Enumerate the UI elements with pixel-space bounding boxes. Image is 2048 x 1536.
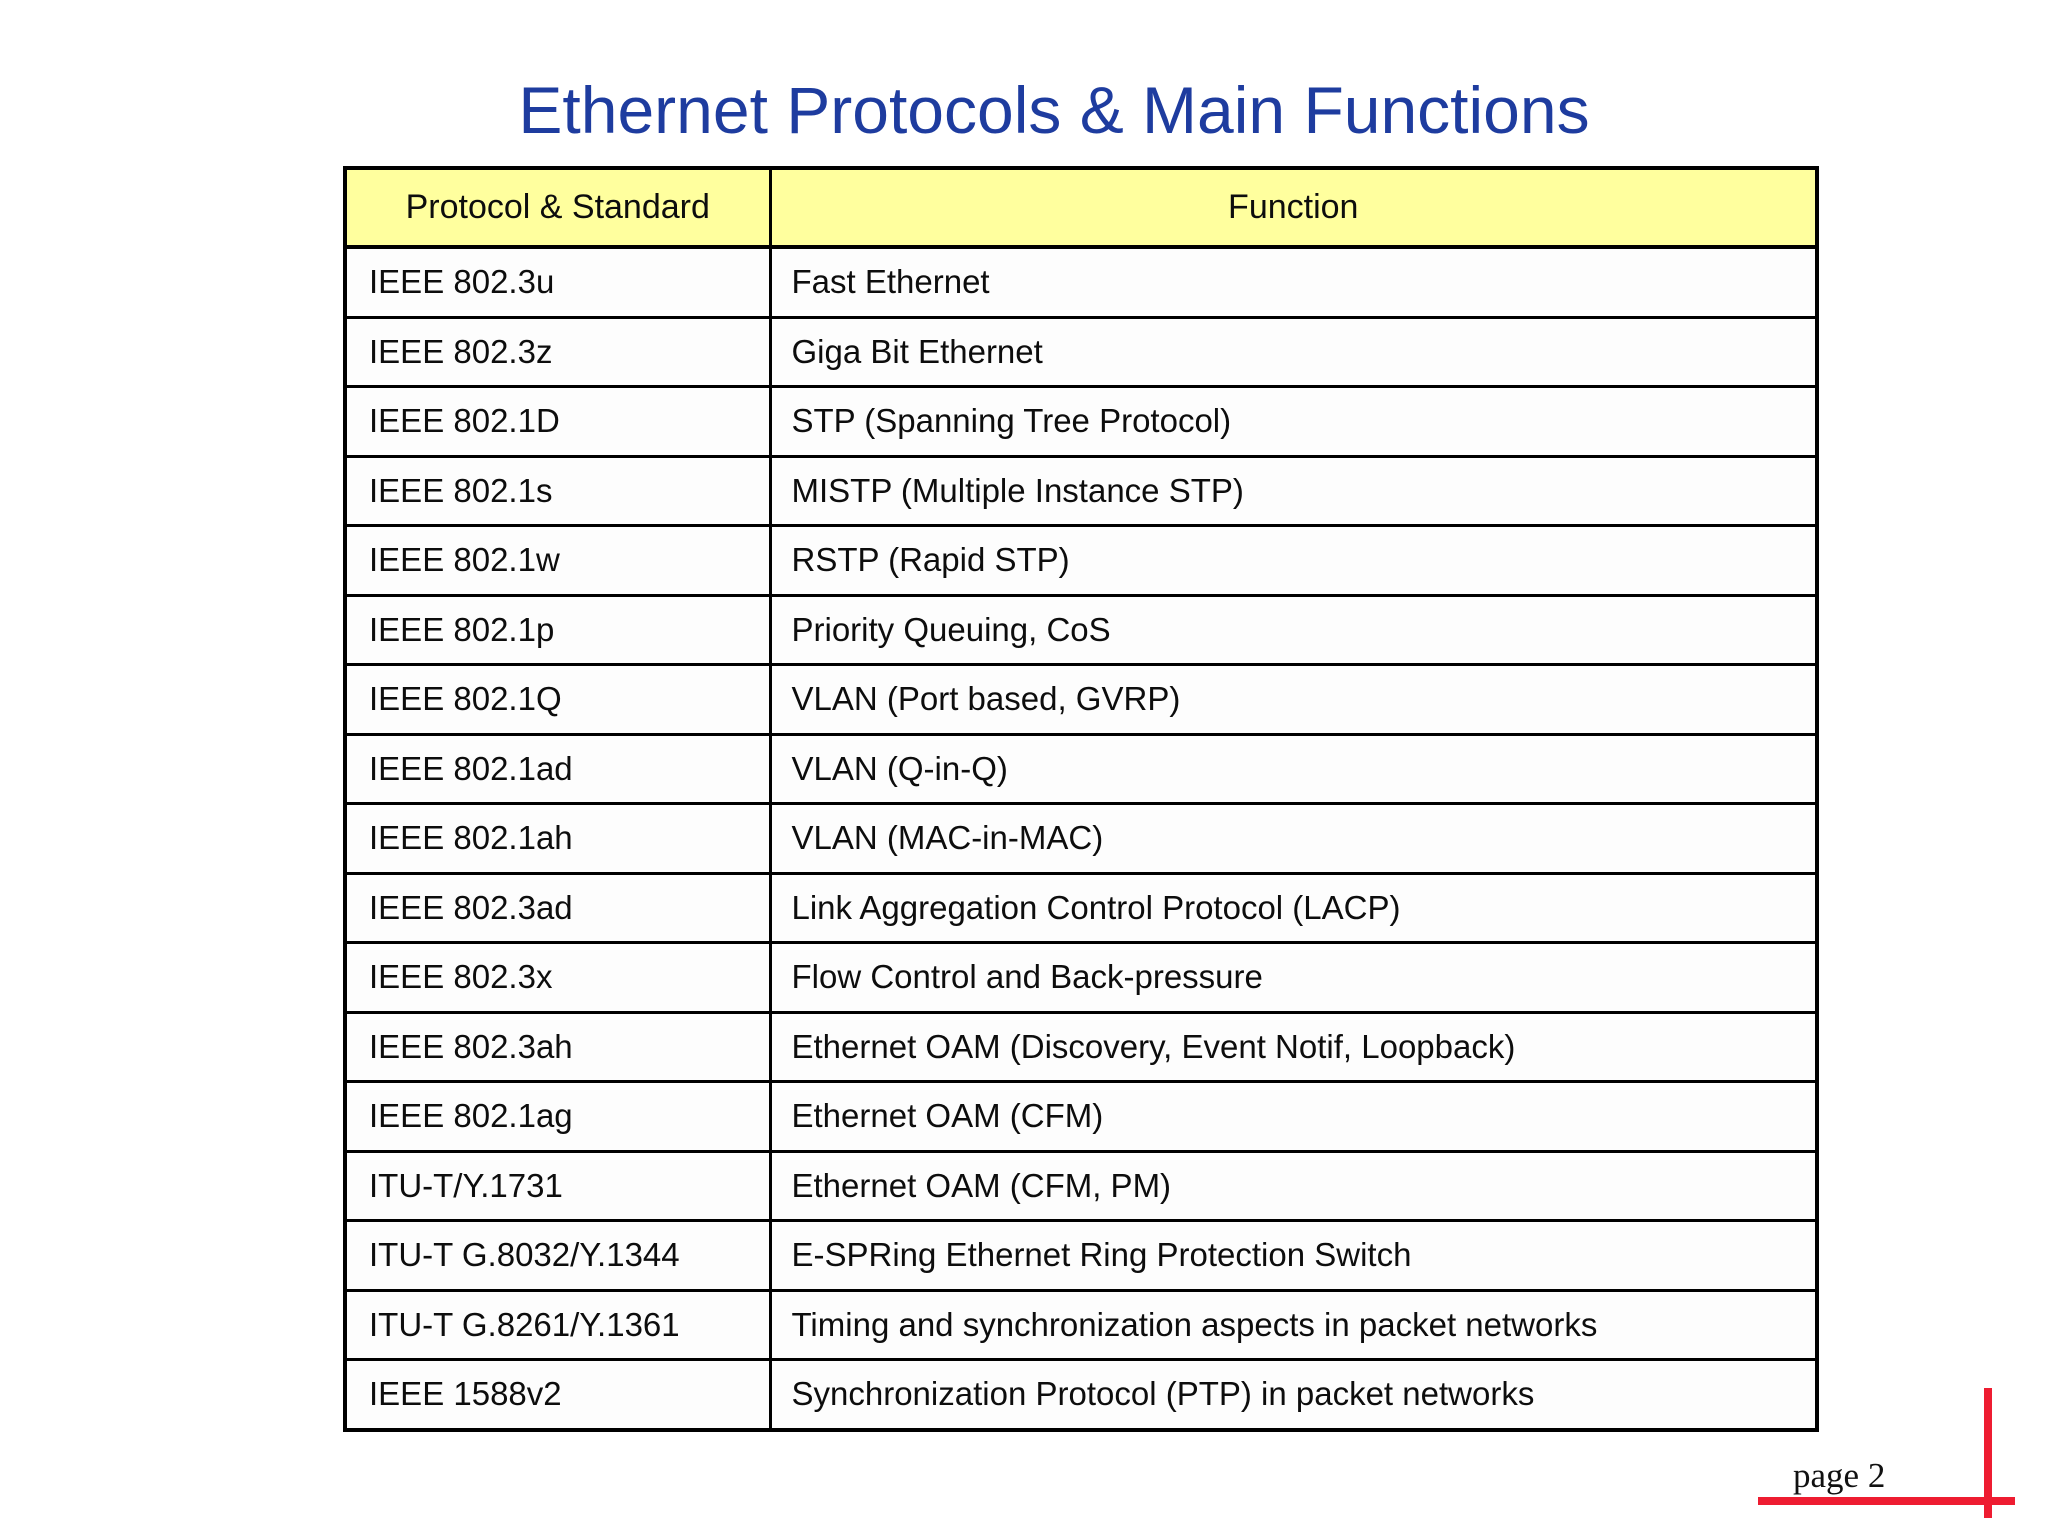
protocol-cell: IEEE 802.3ah xyxy=(343,1010,772,1083)
table-row: IEEE 802.3ah Ethernet OAM (Discovery, Ev… xyxy=(343,1010,1819,1083)
function-cell: E-SPRing Ethernet Ring Protection Switch xyxy=(768,1219,1819,1292)
protocol-cell: ITU-T/Y.1731 xyxy=(343,1149,772,1222)
function-cell: Ethernet OAM (CFM, PM) xyxy=(768,1149,1819,1222)
protocol-cell: IEEE 802.3z xyxy=(343,315,772,388)
function-cell: Priority Queuing, CoS xyxy=(768,593,1819,666)
table-row: IEEE 1588v2 Synchronization Protocol (PT… xyxy=(343,1358,1819,1431)
protocol-column-header: Protocol & Standard xyxy=(343,166,772,249)
table-row: IEEE 802.1ah VLAN (MAC-in-MAC) xyxy=(343,802,1819,875)
protocols-table: Protocol & Standard Function IEEE 802.3u… xyxy=(343,166,1819,1432)
function-cell: VLAN (Q-in-Q) xyxy=(768,732,1819,805)
protocol-cell: IEEE 802.1ah xyxy=(343,802,772,875)
table-row: IEEE 802.3x Flow Control and Back-pressu… xyxy=(343,941,1819,1014)
table-row: IEEE 802.3ad Link Aggregation Control Pr… xyxy=(343,871,1819,944)
page-number-label: page 2 xyxy=(1793,1456,1886,1495)
table-row: ITU-T G.8032/Y.1344 E-SPRing Ethernet Ri… xyxy=(343,1219,1819,1292)
function-cell: Fast Ethernet xyxy=(768,245,1819,319)
table-row: IEEE 802.1ad VLAN (Q-in-Q) xyxy=(343,732,1819,805)
table-row: IEEE 802.1D STP (Spanning Tree Protocol) xyxy=(343,385,1819,458)
protocol-cell: IEEE 802.1s xyxy=(343,454,772,527)
table-row: ITU-T/Y.1731 Ethernet OAM (CFM, PM) xyxy=(343,1149,1819,1222)
protocol-cell: IEEE 1588v2 xyxy=(343,1358,772,1431)
function-cell: MISTP (Multiple Instance STP) xyxy=(768,454,1819,527)
protocol-cell: IEEE 802.1ad xyxy=(343,732,772,805)
function-cell: Synchronization Protocol (PTP) in packet… xyxy=(768,1358,1819,1431)
protocol-cell: ITU-T G.8261/Y.1361 xyxy=(343,1288,772,1361)
function-cell: VLAN (Port based, GVRP) xyxy=(768,663,1819,736)
table-header: Protocol & Standard Function xyxy=(343,166,1819,249)
red-horizontal-line xyxy=(1758,1497,2015,1505)
table-row: IEEE 802.1w RSTP (Rapid STP) xyxy=(343,524,1819,597)
function-cell: VLAN (MAC-in-MAC) xyxy=(768,802,1819,875)
function-cell: Ethernet OAM (Discovery, Event Notif, Lo… xyxy=(768,1010,1819,1083)
slide-title: Ethernet Protocols & Main Functions xyxy=(518,73,1590,147)
protocol-cell: IEEE 802.3x xyxy=(343,941,772,1014)
protocol-cell: IEEE 802.3u xyxy=(343,245,772,319)
protocol-cell: IEEE 802.1D xyxy=(343,385,772,458)
protocol-cell: IEEE 802.1ag xyxy=(343,1080,772,1153)
function-cell: Link Aggregation Control Protocol (LACP) xyxy=(768,871,1819,944)
table-row: IEEE 802.1p Priority Queuing, CoS xyxy=(343,593,1819,666)
protocol-cell: IEEE 802.1w xyxy=(343,524,772,597)
table-row: IEEE 802.3z Giga Bit Ethernet xyxy=(343,315,1819,388)
protocol-cell: IEEE 802.1Q xyxy=(343,663,772,736)
table-row: ITU-T G.8261/Y.1361 Timing and synchroni… xyxy=(343,1288,1819,1361)
red-vertical-line xyxy=(1984,1388,1992,1518)
function-cell: Flow Control and Back-pressure xyxy=(768,941,1819,1014)
table-row: IEEE 802.1ag Ethernet OAM (CFM) xyxy=(343,1080,1819,1153)
protocol-cell: IEEE 802.3ad xyxy=(343,871,772,944)
header-row: Protocol & Standard Function xyxy=(343,166,1819,249)
function-cell: STP (Spanning Tree Protocol) xyxy=(768,385,1819,458)
function-cell: Ethernet OAM (CFM) xyxy=(768,1080,1819,1153)
protocol-cell: IEEE 802.1p xyxy=(343,593,772,666)
table-row: IEEE 802.1Q VLAN (Port based, GVRP) xyxy=(343,663,1819,736)
function-cell: Timing and synchronization aspects in pa… xyxy=(768,1288,1819,1361)
table-body: IEEE 802.3u Fast Ethernet IEEE 802.3z Gi… xyxy=(343,245,1819,1431)
table-row: IEEE 802.1s MISTP (Multiple Instance STP… xyxy=(343,454,1819,527)
protocol-cell: ITU-T G.8032/Y.1344 xyxy=(343,1219,772,1292)
function-column-header: Function xyxy=(768,166,1819,249)
table-row: IEEE 802.3u Fast Ethernet xyxy=(343,245,1819,319)
function-cell: Giga Bit Ethernet xyxy=(768,315,1819,388)
function-cell: RSTP (Rapid STP) xyxy=(768,524,1819,597)
